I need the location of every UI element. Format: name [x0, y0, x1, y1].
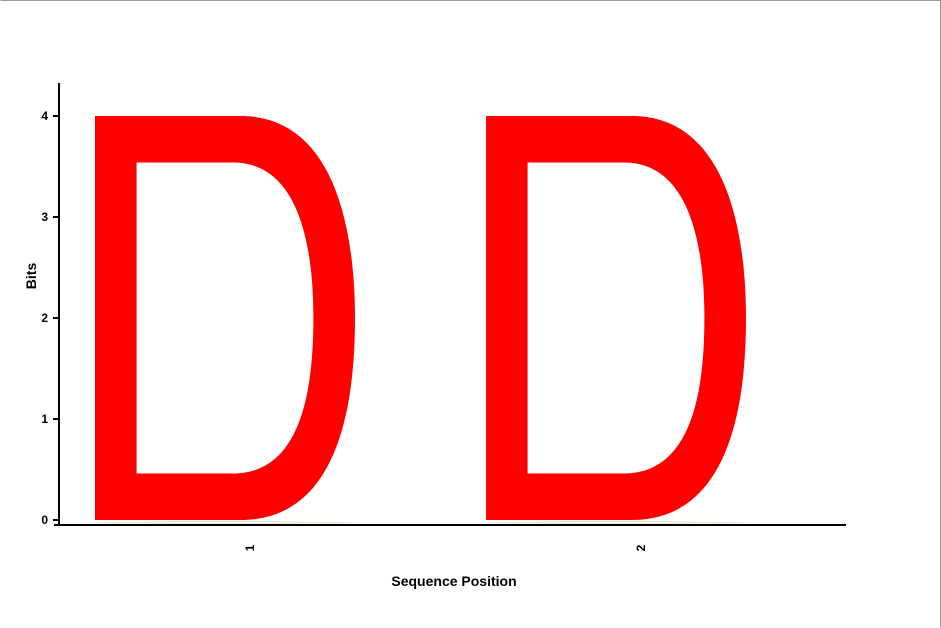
y-axis-title: Bits: [23, 263, 39, 290]
y-tick-label: 0: [41, 513, 48, 527]
logo-letter-d-pos-2: [486, 116, 746, 520]
x-tick-label: 1: [243, 544, 257, 551]
y-tick-label: 4: [41, 109, 48, 123]
logo-letter-d-pos-1: [95, 116, 355, 520]
axes: [54, 83, 846, 526]
x-tick-label: 2: [634, 544, 648, 551]
y-tick-label: 2: [41, 311, 48, 325]
logo-glyphs: [95, 116, 746, 525]
y-ticks: 0 1 2 3 4: [41, 109, 59, 527]
y-tick-label: 3: [41, 210, 48, 224]
y-tick-label: 1: [41, 412, 48, 426]
x-axis-title: Sequence Position: [391, 573, 516, 589]
